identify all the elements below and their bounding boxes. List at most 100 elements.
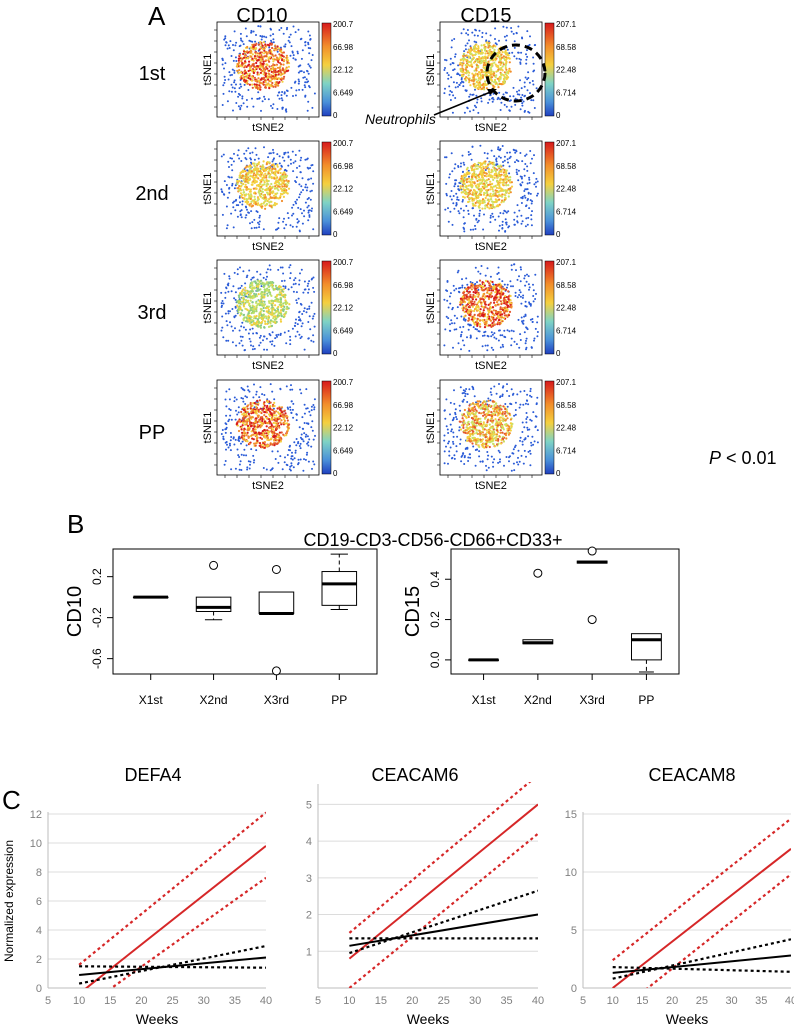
tsne-dot — [245, 423, 248, 426]
tsne-dot — [463, 163, 466, 166]
tsne-dot — [465, 58, 468, 61]
tsne-dot — [244, 289, 247, 292]
tsne-dot — [257, 282, 260, 285]
tsne-dot — [489, 194, 492, 198]
tsne-dot — [454, 163, 457, 166]
tsne-dot — [447, 220, 450, 223]
tsne-dot — [275, 70, 278, 73]
tsne-dot — [467, 61, 470, 64]
tsne-dot — [238, 176, 241, 179]
tsne-dot — [240, 104, 243, 107]
tsne-dot — [312, 334, 315, 337]
tsne-dot — [297, 71, 300, 74]
tsne-dot — [314, 434, 316, 437]
tsne-dot — [261, 318, 264, 321]
tsne-dot — [479, 171, 482, 174]
tsne-dot — [461, 154, 464, 157]
tsne-dot — [498, 39, 500, 42]
tsne-dot — [289, 335, 292, 338]
tsne-dot — [524, 313, 527, 316]
tsne-dot — [232, 285, 235, 288]
tsne-dot — [235, 83, 237, 86]
tsne-dot — [481, 176, 484, 179]
tsne-dot — [238, 61, 241, 64]
tsne-dot — [295, 89, 298, 92]
tsne-dot — [241, 288, 245, 291]
tsne-dot — [531, 80, 534, 82]
tsne-dot — [236, 448, 239, 451]
tsne-dot — [285, 432, 288, 435]
tsne-dot — [255, 405, 258, 408]
tsne-dot — [482, 71, 485, 74]
tsne-dot — [265, 84, 268, 87]
tsne-dot — [462, 226, 465, 229]
tsne-dot — [471, 178, 474, 181]
tsne-dot — [250, 69, 254, 72]
tsne-dot — [526, 55, 529, 58]
tsne-dot — [241, 344, 244, 347]
colorbar-tick-label: 6.649 — [333, 326, 354, 335]
tsne-dot — [495, 158, 498, 161]
tsne-dot — [525, 280, 528, 283]
tsne-dot — [493, 72, 496, 75]
tsne-dot — [516, 173, 519, 176]
tsne-dot — [516, 278, 519, 281]
tsne-dot — [291, 327, 294, 330]
tsne-dot — [512, 285, 514, 288]
tsne-dot — [247, 404, 250, 407]
tsne-dot — [245, 99, 248, 101]
tsne-dot — [233, 71, 236, 74]
tsne-dot — [305, 311, 308, 314]
tsne-dot — [233, 400, 236, 403]
tsne-dot — [269, 173, 272, 176]
tsne-dot — [498, 57, 502, 60]
tsne-dot — [298, 310, 301, 313]
tsne-dot — [484, 82, 487, 85]
colorbar-tick-label: 68.58 — [556, 162, 577, 171]
tsne-dot — [270, 39, 272, 42]
tsne-dot — [498, 155, 500, 158]
tsne-dot — [250, 312, 253, 315]
tsne-dot — [484, 185, 487, 188]
tsne-dot — [448, 93, 451, 96]
tsne-dot — [244, 54, 247, 57]
tsne-dot — [520, 51, 523, 54]
tsne-dot — [466, 166, 469, 169]
tsne-dot — [470, 52, 473, 56]
tsne-dot — [500, 53, 503, 56]
tsne-dot — [222, 336, 225, 339]
tsne-dot — [503, 189, 506, 192]
tsne-dot — [308, 34, 311, 37]
tsne-dot — [487, 335, 490, 338]
tsne-dot — [272, 33, 275, 36]
tsne-dot — [241, 424, 244, 427]
tsne-dot — [287, 330, 290, 332]
tsne-dot — [249, 46, 252, 49]
tsne-dot — [265, 179, 268, 182]
tsne-dot — [232, 44, 234, 46]
tsne-dot — [526, 49, 528, 52]
tsne-dot — [489, 34, 492, 37]
tsne-dot — [237, 429, 241, 433]
tsne-dot — [268, 193, 271, 196]
tsne-dot — [252, 307, 255, 311]
tsne-dot — [494, 218, 497, 221]
tsne-dot — [286, 406, 289, 409]
tsne-dot — [501, 69, 504, 72]
tsne-dot — [271, 313, 274, 316]
tsne-dot — [270, 413, 273, 416]
tsne-dot — [276, 94, 279, 97]
tsne-dot — [467, 323, 470, 326]
tsne-dot — [255, 173, 258, 176]
tsne-dot — [233, 69, 236, 72]
tsne-dot — [245, 173, 248, 176]
tsne-dot — [271, 196, 274, 199]
tsne-dot — [306, 308, 309, 311]
tsne-dot — [475, 218, 478, 221]
tsne-dot — [519, 339, 522, 341]
tsne-dot — [471, 202, 474, 205]
colorbar-tick-label: 22.12 — [333, 66, 354, 75]
tsne-dot — [265, 271, 268, 274]
tsne-dot — [265, 188, 268, 191]
tsne-dot — [235, 409, 237, 412]
